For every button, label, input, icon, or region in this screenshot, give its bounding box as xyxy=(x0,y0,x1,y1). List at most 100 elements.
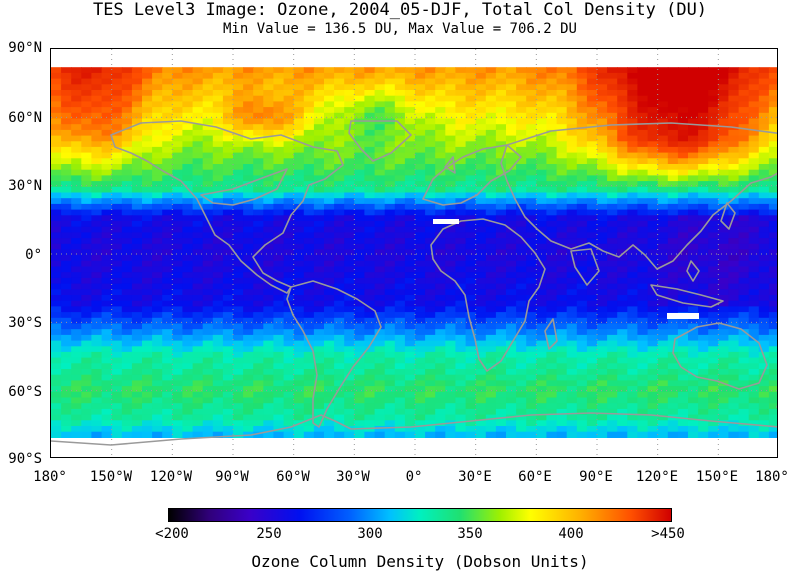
ozone-cell xyxy=(586,107,598,114)
ozone-cell xyxy=(455,397,467,404)
ozone-cell xyxy=(425,260,436,268)
ozone-cell xyxy=(586,215,598,222)
ozone-cell xyxy=(698,312,709,319)
ozone-cell xyxy=(607,95,618,102)
ozone-cell xyxy=(344,158,355,165)
ozone-cell xyxy=(111,329,123,336)
ozone-cell xyxy=(374,101,386,108)
ozone-cell xyxy=(738,312,750,319)
ozone-cell xyxy=(425,397,436,404)
ozone-cell xyxy=(556,426,568,433)
ozone-cell xyxy=(273,141,285,148)
ozone-cell xyxy=(586,175,598,182)
ozone-cell xyxy=(81,374,92,381)
ozone-cell xyxy=(506,158,517,165)
ozone-cell xyxy=(202,95,214,102)
ozone-cell xyxy=(425,118,436,125)
ozone-cell xyxy=(425,414,436,421)
ozone-cell xyxy=(253,67,264,74)
ozone-cell xyxy=(738,112,750,120)
ozone-cell xyxy=(728,295,740,302)
ozone-cell xyxy=(303,249,315,256)
ozone-cell xyxy=(364,283,376,290)
ozone-cell xyxy=(556,186,568,194)
ozone-cell xyxy=(597,169,608,176)
ozone-cell xyxy=(506,135,517,142)
ozone-cell xyxy=(324,198,335,205)
ozone-cell xyxy=(465,95,477,102)
ozone-cell xyxy=(384,334,396,342)
ozone-cell xyxy=(293,238,305,245)
ozone-cell xyxy=(475,374,487,381)
ozone-cell xyxy=(111,112,123,120)
ozone-cell xyxy=(536,84,547,91)
ozone-cell xyxy=(303,198,315,205)
ozone-cell xyxy=(202,272,214,279)
ozone-cell xyxy=(718,101,729,108)
ozone-cell xyxy=(667,221,679,228)
ozone-cell xyxy=(324,277,335,285)
ozone-cell xyxy=(688,72,699,80)
ozone-cell xyxy=(202,72,214,80)
ozone-cell xyxy=(617,84,628,91)
ozone-cell xyxy=(142,95,153,102)
ozone-cell xyxy=(425,72,436,80)
ozone-cell xyxy=(536,329,547,336)
ozone-cell xyxy=(698,249,709,256)
ozone-cell xyxy=(121,112,133,120)
ozone-cell xyxy=(597,403,608,410)
ozone-cell xyxy=(607,226,618,233)
ozone-cell xyxy=(556,266,568,273)
ozone-cell xyxy=(637,72,649,80)
ozone-cell xyxy=(546,232,558,239)
ozone-cell xyxy=(202,283,214,290)
ozone-cell xyxy=(283,95,295,102)
ozone-cell xyxy=(172,408,183,416)
ozone-cell xyxy=(546,112,558,120)
ozone-cell xyxy=(748,391,760,399)
ozone-cell xyxy=(435,209,446,216)
ozone-cell xyxy=(121,101,133,108)
ozone-cell xyxy=(667,289,679,296)
ozone-cell xyxy=(374,203,386,211)
ozone-cell xyxy=(748,426,760,433)
ozone-cell xyxy=(415,249,426,256)
ozone-cell xyxy=(637,164,649,171)
ozone-cell xyxy=(566,363,578,370)
ozone-cell xyxy=(627,107,638,114)
ozone-cell xyxy=(688,84,699,91)
ozone-cell xyxy=(748,84,760,91)
ozone-cell xyxy=(71,90,82,97)
ozone-cell xyxy=(354,374,365,381)
ozone-cell xyxy=(222,420,234,427)
ozone-cell xyxy=(576,209,588,216)
ozone-cell xyxy=(768,260,777,268)
ozone-cell xyxy=(688,175,699,182)
ozone-cell xyxy=(303,221,315,228)
ozone-cell xyxy=(344,232,355,239)
ozone-cell xyxy=(111,226,123,233)
ozone-cell xyxy=(465,215,477,222)
ozone-cell xyxy=(576,203,588,211)
ozone-cell xyxy=(485,306,497,313)
ozone-cell xyxy=(415,408,426,416)
ozone-cell xyxy=(758,164,770,171)
ozone-cell xyxy=(475,391,487,399)
ozone-cell xyxy=(688,135,699,142)
ozone-cell xyxy=(91,67,103,74)
ozone-cell xyxy=(415,112,426,120)
ozone-cell xyxy=(334,135,345,142)
ozone-cell xyxy=(202,420,214,427)
ozone-cell xyxy=(526,175,537,182)
ozone-cell xyxy=(283,397,295,404)
ozone-cell xyxy=(677,277,689,285)
ozone-cell xyxy=(121,232,133,239)
ozone-cell xyxy=(263,363,274,370)
ozone-cell xyxy=(324,351,335,359)
ozone-cell xyxy=(647,152,659,159)
ozone-cell xyxy=(748,431,760,438)
ozone-cell xyxy=(647,351,659,359)
ozone-cell xyxy=(607,135,618,142)
ozone-cell xyxy=(51,169,62,176)
ozone-cell xyxy=(313,369,325,376)
